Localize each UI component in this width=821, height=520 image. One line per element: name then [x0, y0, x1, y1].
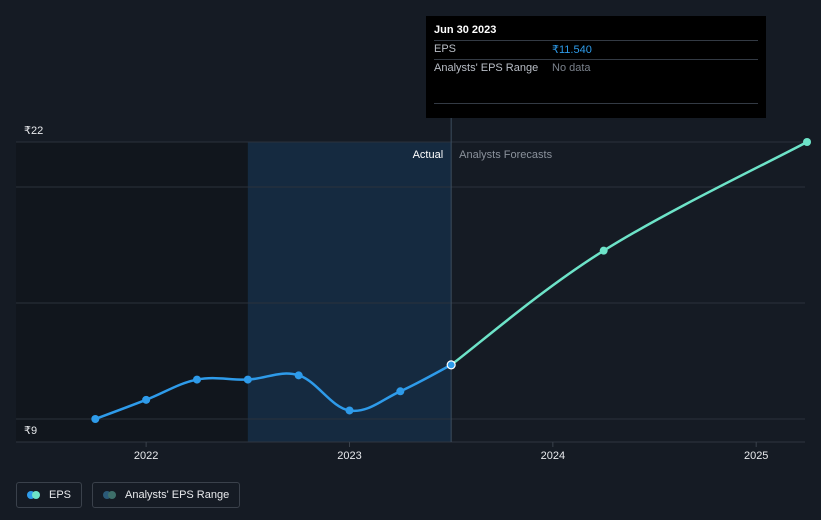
data-point [243, 375, 252, 384]
grid-lines [16, 141, 805, 443]
y-tick-label: ₹22 [24, 125, 43, 137]
x-tick-label: 2023 [337, 450, 361, 462]
x-tick-label: 2025 [744, 450, 768, 462]
data-point [446, 360, 456, 370]
actual-region-label: Actual [413, 149, 444, 161]
data-point [803, 138, 812, 146]
tooltip-range-label: Analysts' EPS Range [434, 62, 539, 74]
data-point [294, 371, 303, 380]
series-line-0 [94, 363, 453, 421]
tooltip-row-eps: EPS ₹11.540 [434, 40, 758, 59]
tooltip-divider [434, 103, 758, 104]
data-point [142, 395, 151, 404]
series-line-1 [449, 140, 809, 367]
x-tick-label: 2022 [134, 450, 158, 462]
actual-pre-band [16, 142, 248, 442]
series-layer [91, 138, 812, 423]
forecast-region-label: Analysts Forecasts [459, 149, 552, 161]
tooltip-eps-label: EPS [434, 43, 457, 55]
legend-eps-button[interactable]: EPS [16, 482, 83, 508]
actual-highlight-band [247, 142, 452, 442]
y-axis: ₹22 ₹9 [24, 125, 43, 437]
y-tick-label: ₹9 [24, 425, 37, 437]
tooltip-row-range: Analysts' EPS Range No data [434, 59, 758, 77]
tooltip-date: Jun 30 2023 [434, 24, 497, 36]
data-point [91, 415, 100, 423]
legend-range-button[interactable]: Analysts' EPS Range [92, 482, 241, 508]
eps-swatch-icon [27, 491, 41, 499]
x-axis: 2022 2023 2024 2025 [134, 442, 768, 462]
legend-eps-label: EPS [49, 489, 72, 501]
range-swatch-icon [103, 491, 117, 499]
tooltip-eps-value: ₹11.540 [552, 44, 592, 56]
legend-range-label: Analysts' EPS Range [125, 489, 230, 501]
data-point [345, 406, 354, 415]
legend: EPS Analysts' EPS Range [16, 482, 241, 508]
data-point [192, 375, 201, 384]
data-point [396, 387, 405, 396]
tooltip: Jun 30 2023 EPS ₹11.540 Analysts' EPS Ra… [426, 16, 766, 118]
tooltip-range-value: No data [552, 62, 591, 74]
x-tick-label: 2024 [541, 450, 565, 462]
data-point [599, 246, 608, 255]
